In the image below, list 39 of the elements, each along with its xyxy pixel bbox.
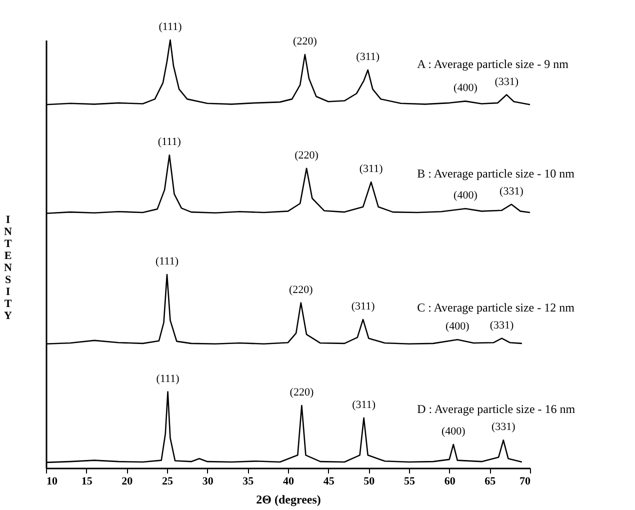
annotation: (400) [454,190,478,202]
text: B : Average particle size - 10 nm [417,166,576,180]
annotation: (311) [351,300,376,312]
text: INTENSITY [4,214,12,322]
x-tick-label: 55 [404,476,416,488]
annotation: (311) [352,398,376,411]
x-tick-label: 25 [162,476,174,488]
annotation: (111) [158,136,182,148]
text: C : Average particle size - 12 nm [417,300,576,314]
annotation: (400) [445,320,470,333]
annotation: (220) [290,386,314,399]
annotation: (400) [454,82,478,94]
x-tick-label: 10 [46,476,58,488]
annotation: (311) [359,163,384,176]
annotation: (111) [156,372,180,385]
annotation: (220) [294,149,319,162]
x-tick-label: 35 [242,476,254,488]
text: D : Average particle size - 16 nm [417,402,576,416]
annotation: (331) [490,319,514,332]
x-axis-title: 2Θ (degrees) [256,492,321,506]
annotation: (111) [158,21,182,33]
annotation: (220) [288,284,314,296]
annotation: (400) [441,425,466,438]
annotation: (220) [293,36,318,48]
x-tick-label: 15 [81,476,93,488]
annotation: (311) [356,50,380,63]
x-tick-label: 70 [520,476,531,488]
x-tick-label: 50 [364,476,376,488]
x-tick-label: 45 [323,476,335,488]
annotation: (111) [155,256,179,268]
annotation: (331) [500,185,524,198]
x-tick-label: 65 [484,476,496,488]
x-tick-label: 40 [283,476,294,488]
text: A : Average particle size - 9 nm [417,56,570,71]
x-tick-label: 30 [202,476,214,488]
x-tick-label: 20 [122,476,134,488]
annotation: (331) [494,76,519,88]
annotation: (331) [491,421,516,434]
x-tick-label: 60 [444,476,456,488]
